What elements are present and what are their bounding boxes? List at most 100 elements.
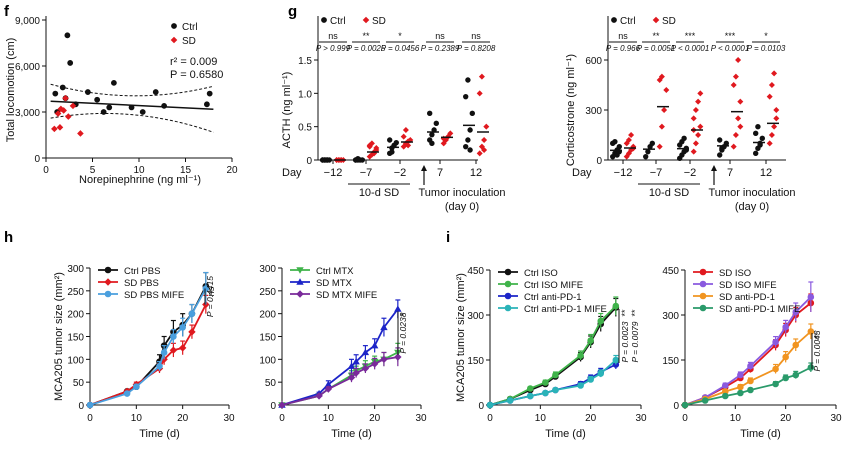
g-point-sd xyxy=(773,115,780,122)
line-xlabel: Time (d) xyxy=(331,428,372,440)
line-xtick-label: 20 xyxy=(585,413,597,424)
data-point xyxy=(807,293,815,301)
line-ytick-label: 0 xyxy=(673,401,679,412)
line-ytick-label: 0 xyxy=(270,401,276,412)
g-point-sd xyxy=(732,132,739,138)
f-point-sd xyxy=(65,113,72,120)
data-point xyxy=(597,317,605,325)
data-point xyxy=(324,380,333,388)
g-xtick-label: −7 xyxy=(360,167,373,179)
g-legend-ctrl: Ctrl xyxy=(330,16,346,27)
line-ytick-label: 150 xyxy=(662,356,679,367)
data-point xyxy=(170,333,177,340)
line-xtick-label: 10 xyxy=(535,413,547,424)
data-point xyxy=(179,324,186,331)
data-point xyxy=(370,360,379,368)
g-ytick-label: 0 xyxy=(596,156,602,167)
g-inoc-label: Tumor inoculation xyxy=(708,187,795,199)
g-pvalue: P < 0.0001 xyxy=(671,44,710,53)
data-point xyxy=(737,371,744,379)
g-xtick-label: 7 xyxy=(727,167,733,179)
legend-marker xyxy=(296,267,304,274)
g-pvalue: P = 0.8208 xyxy=(457,44,496,53)
g-point-sd xyxy=(478,73,485,80)
line-xtick-label: 0 xyxy=(682,413,688,424)
data-point xyxy=(542,389,549,397)
f-legend-ctrl-marker xyxy=(171,23,177,29)
pvalue-label: P = 0.0023 xyxy=(620,321,630,362)
data-point xyxy=(782,353,789,361)
g-point-ctrl xyxy=(723,140,730,147)
g-point-sd xyxy=(400,133,407,140)
data-point xyxy=(188,310,196,317)
g-ytick-label: 300 xyxy=(585,106,602,117)
legend-label: SD PBS xyxy=(124,278,159,289)
legend-label: Ctrl anti-PD-1 xyxy=(524,292,582,303)
g-point-sd xyxy=(768,82,775,88)
f-xtick-label: 5 xyxy=(90,165,96,176)
data-point xyxy=(782,374,789,382)
data-point xyxy=(772,380,779,388)
g-point-sd xyxy=(697,123,704,130)
g-point-sd xyxy=(658,123,665,130)
legend-marker xyxy=(104,278,112,286)
g-point-sd xyxy=(771,123,778,130)
line-ytick-label: 50 xyxy=(73,378,85,389)
line-ytick-label: 450 xyxy=(467,266,484,277)
g-point-ctrl xyxy=(616,143,623,150)
f-point-ctrl xyxy=(139,109,146,115)
f-ci-lower xyxy=(50,112,214,133)
g-legend-sd-marker xyxy=(652,16,660,24)
legend-label: Ctrl ISO MIFE xyxy=(524,280,583,291)
g-xtick-label: −7 xyxy=(650,167,663,179)
g-ytick-label: 0 xyxy=(306,156,312,167)
g-point-sd xyxy=(768,132,775,138)
g-pvalue: P < 0.0001 xyxy=(711,44,750,53)
sig-marker: ** xyxy=(630,309,640,317)
line-xtick-label: 10 xyxy=(730,413,742,424)
data-point xyxy=(133,383,140,391)
data-point xyxy=(160,349,168,356)
legend-label: SD anti-PD-1 xyxy=(719,292,775,303)
line-xtick-label: 0 xyxy=(487,413,493,424)
f-point-ctrl xyxy=(128,104,135,111)
g-point-ctrl xyxy=(467,127,473,133)
g-pvalue: P = 0.0025 xyxy=(347,44,386,53)
g-inoc-day: (day 0) xyxy=(445,201,479,213)
g-day-label: Day xyxy=(572,167,592,179)
f-point-ctrl xyxy=(94,96,101,103)
g-ytick-label: 0.5 xyxy=(298,123,312,134)
g-inoc-arrowhead xyxy=(421,165,427,171)
series-line-ctrl-pbs xyxy=(89,285,207,406)
f-ci-upper xyxy=(50,83,214,97)
legend-marker xyxy=(104,266,112,274)
line-ytick-label: 300 xyxy=(67,264,84,275)
g-sig-marker: ns xyxy=(471,31,481,41)
g-point-ctrl xyxy=(753,130,759,137)
line-xtick-label: 20 xyxy=(780,413,792,424)
data-point xyxy=(347,362,356,369)
f-legend-sd: SD xyxy=(182,36,196,47)
g-xtick-label: 7 xyxy=(437,167,443,179)
series-line-sd-mtx-mife xyxy=(281,356,398,406)
g-inoc-arrowhead xyxy=(711,165,717,171)
panel-letter-f: f xyxy=(4,3,10,20)
g-legend-ctrl-marker xyxy=(321,17,327,23)
g-point-sd xyxy=(402,127,409,133)
legend-label: Ctrl anti-PD-1 MIFE xyxy=(524,304,607,315)
g-point-ctrl xyxy=(465,137,471,143)
data-point xyxy=(169,346,178,354)
g-point-sd xyxy=(737,123,744,130)
g-point-sd xyxy=(695,98,702,105)
g-sig-marker: * xyxy=(764,31,768,41)
g-point-sd xyxy=(732,73,739,80)
g-point-ctrl xyxy=(469,110,475,117)
g-point-ctrl xyxy=(649,140,656,147)
line-xtick-label: 10 xyxy=(323,413,335,424)
g-legend-ctrl-marker xyxy=(611,17,617,23)
g-xtick-label: −2 xyxy=(684,167,697,179)
data-point xyxy=(681,401,689,409)
g-xtick-label: −12 xyxy=(614,167,633,179)
line-ytick-label: 450 xyxy=(662,266,679,277)
